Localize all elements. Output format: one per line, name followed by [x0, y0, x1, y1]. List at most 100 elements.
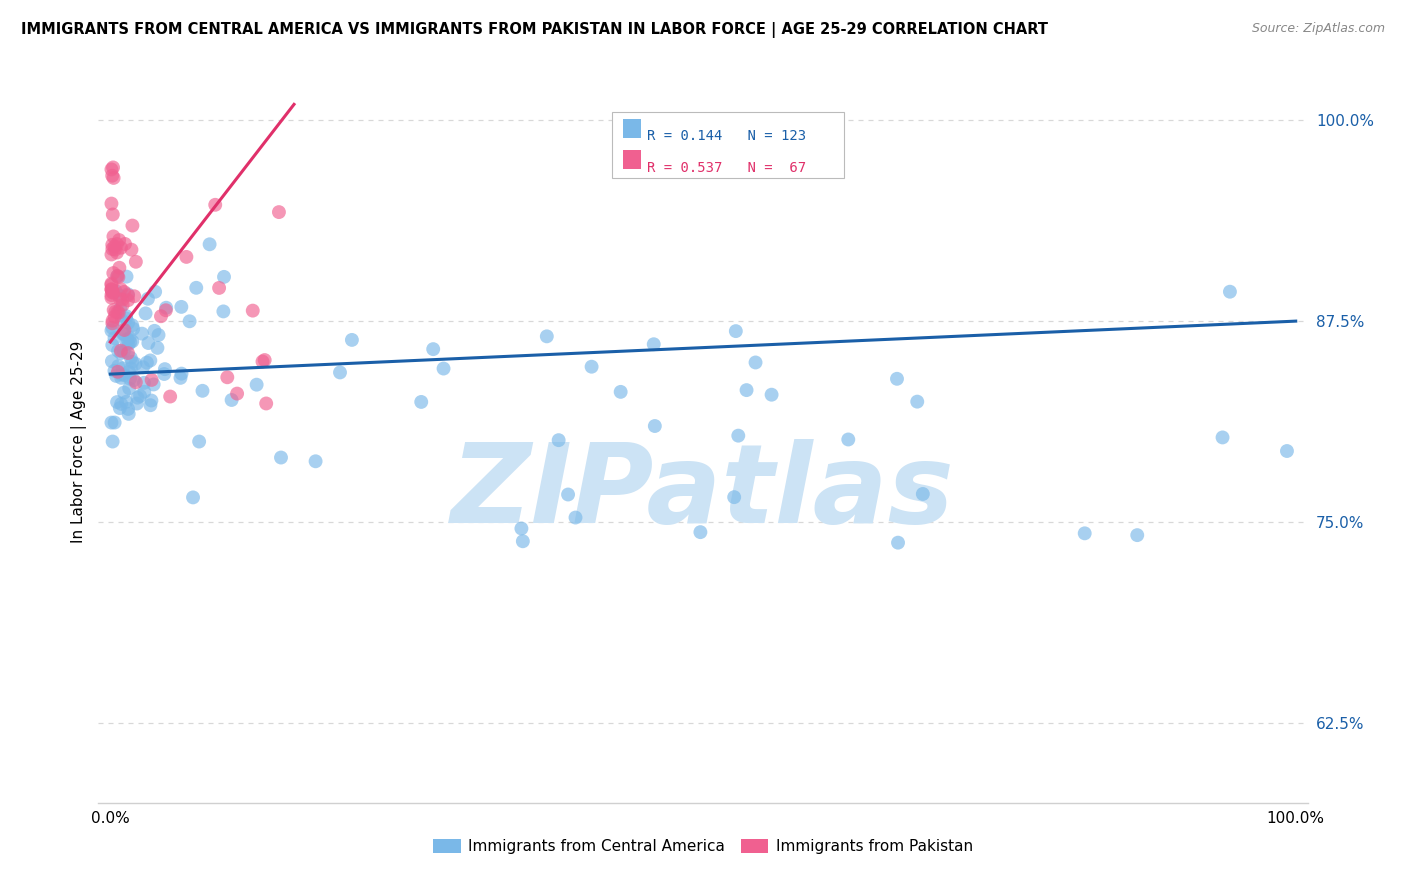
- Point: [411, 395, 433, 409]
- Point: [135, 356, 157, 370]
- Point: [112, 326, 135, 341]
- Point: [104, 305, 127, 319]
- Point: [727, 428, 749, 442]
- Point: [155, 301, 177, 315]
- Point: [115, 309, 138, 323]
- Point: [120, 335, 142, 350]
- Point: [118, 365, 141, 379]
- Point: [103, 303, 125, 318]
- Point: [122, 322, 145, 336]
- Point: [254, 396, 277, 410]
- Point: [267, 205, 290, 219]
- Point: [111, 361, 134, 376]
- Point: [117, 288, 139, 302]
- Point: [117, 337, 139, 351]
- Point: [101, 285, 124, 299]
- Point: [108, 401, 131, 415]
- Point: [226, 386, 249, 401]
- Point: [101, 316, 124, 330]
- Point: [422, 342, 444, 356]
- Point: [124, 357, 146, 371]
- Point: [100, 282, 122, 296]
- Point: [723, 490, 745, 504]
- Point: [644, 419, 666, 434]
- Point: [112, 326, 135, 341]
- Point: [132, 360, 155, 375]
- Point: [141, 393, 163, 408]
- Point: [120, 243, 142, 257]
- Point: [242, 303, 264, 318]
- Point: [110, 343, 132, 358]
- Point: [101, 242, 124, 256]
- Point: [191, 384, 214, 398]
- Point: [169, 371, 191, 385]
- Point: [100, 247, 122, 261]
- Point: [159, 390, 181, 404]
- Point: [1073, 526, 1095, 541]
- Point: [118, 407, 141, 421]
- Point: [117, 287, 139, 301]
- Point: [115, 269, 138, 284]
- Point: [153, 362, 176, 376]
- Point: [837, 433, 859, 447]
- Point: [100, 324, 122, 338]
- Point: [208, 281, 231, 295]
- Point: [104, 284, 127, 298]
- Point: [115, 394, 138, 409]
- Point: [111, 298, 134, 312]
- Point: [103, 331, 125, 345]
- Point: [105, 268, 128, 283]
- Point: [127, 391, 149, 405]
- Point: [510, 521, 533, 535]
- Point: [557, 487, 579, 501]
- Point: [110, 368, 132, 382]
- Point: [105, 269, 128, 284]
- Point: [118, 381, 141, 395]
- Point: [120, 351, 142, 365]
- Point: [100, 196, 122, 211]
- Point: [886, 372, 908, 386]
- Point: [609, 384, 631, 399]
- Point: [110, 346, 132, 360]
- Point: [121, 334, 143, 349]
- Point: [905, 394, 928, 409]
- Point: [108, 233, 131, 247]
- Point: [110, 241, 132, 255]
- Point: [117, 332, 139, 346]
- Point: [108, 260, 131, 275]
- Point: [204, 198, 226, 212]
- Point: [101, 237, 124, 252]
- Point: [304, 454, 326, 468]
- Point: [135, 306, 157, 320]
- Point: [217, 370, 239, 384]
- Point: [117, 401, 139, 416]
- Point: [100, 291, 122, 305]
- Point: [108, 292, 131, 306]
- Point: [432, 361, 454, 376]
- Point: [138, 336, 160, 351]
- Point: [117, 293, 139, 308]
- Point: [547, 433, 569, 447]
- Point: [104, 416, 127, 430]
- Point: [186, 281, 208, 295]
- Point: [107, 306, 129, 320]
- Point: [105, 237, 128, 252]
- Point: [100, 277, 122, 291]
- Point: [107, 270, 129, 285]
- Point: [107, 359, 129, 373]
- Point: [100, 277, 122, 292]
- Point: [134, 384, 156, 399]
- Point: [744, 355, 766, 369]
- Text: ZIPatlas: ZIPatlas: [451, 439, 955, 546]
- Point: [142, 377, 165, 392]
- Point: [121, 355, 143, 369]
- Point: [118, 371, 141, 385]
- Point: [100, 162, 122, 177]
- Point: [887, 535, 910, 549]
- Point: [141, 373, 163, 387]
- Point: [125, 396, 148, 410]
- Point: [689, 525, 711, 540]
- Point: [112, 323, 135, 337]
- Legend: Immigrants from Central America, Immigrants from Pakistan: Immigrants from Central America, Immigra…: [427, 833, 979, 860]
- Point: [107, 365, 129, 379]
